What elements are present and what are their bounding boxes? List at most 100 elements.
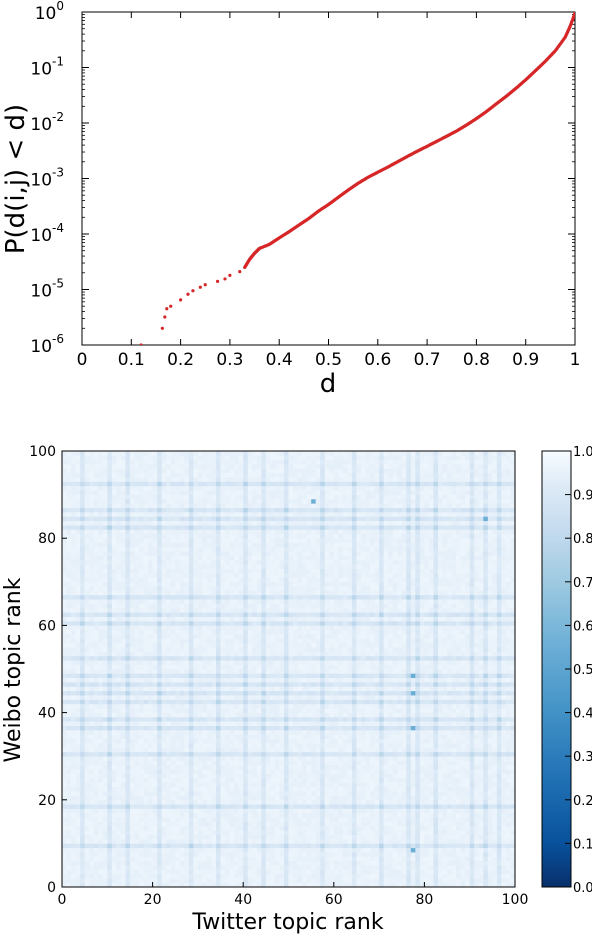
heatmap-cell xyxy=(62,812,67,818)
heatmap-cell xyxy=(415,716,421,722)
heatmap-cell xyxy=(360,782,366,788)
heatmap-cell xyxy=(184,834,190,840)
heatmap-cell xyxy=(252,795,258,801)
heatmap-cell xyxy=(193,734,199,740)
heatmap-cell xyxy=(483,865,489,870)
heatmap-cell xyxy=(324,773,330,779)
heatmap-cell xyxy=(338,773,344,779)
heatmap-cell xyxy=(193,847,199,853)
heatmap-cell xyxy=(179,795,185,801)
heatmap-cell xyxy=(415,804,421,809)
heatmap-cell xyxy=(66,730,72,735)
heatmap-cell xyxy=(492,743,498,748)
heatmap-cell xyxy=(98,873,104,879)
heatmap-cell xyxy=(487,839,493,844)
heatmap-cell xyxy=(270,830,276,835)
heatmap-cell xyxy=(492,860,498,866)
heatmap-cell xyxy=(66,825,72,831)
heatmap-cell xyxy=(347,839,353,844)
heatmap-cell xyxy=(252,699,258,705)
heatmap-cell xyxy=(157,873,162,879)
heatmap-cell xyxy=(297,782,303,788)
heatmap-cell xyxy=(175,834,181,840)
heatmap-cell xyxy=(188,721,194,726)
heatmap-cell xyxy=(75,734,81,740)
heatmap-cell xyxy=(111,773,117,779)
heatmap-cell xyxy=(225,830,230,835)
heatmap-cell xyxy=(84,721,90,726)
heatmap-cell xyxy=(229,773,235,779)
heatmap-cell xyxy=(510,839,516,844)
heatmap-cell xyxy=(66,786,72,792)
heatmap-cell xyxy=(483,716,489,722)
heatmap-cell xyxy=(93,716,99,722)
heatmap-cell xyxy=(478,795,484,801)
heatmap-cell xyxy=(365,712,371,718)
heatmap-cell xyxy=(510,834,516,840)
heatmap-cell xyxy=(410,695,416,700)
heatmap-cell xyxy=(360,730,366,735)
heatmap-cell xyxy=(347,852,353,857)
heatmap-cell xyxy=(356,795,362,801)
heatmap-cell xyxy=(143,725,149,731)
heatmap-cell xyxy=(315,756,321,761)
heatmap-cell xyxy=(243,751,249,757)
heatmap-cell xyxy=(460,830,466,835)
heatmap-cell xyxy=(397,799,403,805)
cdf-chart: 0 0.1 0.2 0.3 0.4 0.5 0.6 0.7 0.8 0.9 1 10-610-510… xyxy=(1,0,580,399)
heatmap-cell xyxy=(170,760,176,766)
heatmap-cell xyxy=(510,830,516,835)
heatmap-cell xyxy=(347,734,353,740)
heatmap-cell xyxy=(324,804,330,809)
heatmap-cell xyxy=(75,695,81,700)
heatmap-cell xyxy=(238,695,244,700)
heatmap-cell xyxy=(483,878,489,883)
heatmap-cell xyxy=(66,869,72,875)
heatmap-cell xyxy=(315,725,321,731)
heatmap-cell xyxy=(297,716,303,722)
heatmap-cell xyxy=(157,852,162,857)
heatmap-cell xyxy=(252,847,258,853)
heatmap-cell xyxy=(261,834,267,840)
heatmap-cell xyxy=(410,847,416,853)
heatmap-cell xyxy=(238,760,244,766)
heatmap-cell xyxy=(456,786,461,792)
heatmap-cell xyxy=(428,869,434,875)
heatmap-cell xyxy=(229,812,235,818)
heatmap-cell xyxy=(93,769,99,774)
heatmap-cell xyxy=(324,699,330,705)
heatmap-cell xyxy=(356,882,362,888)
heatmap-cell xyxy=(465,856,470,862)
heatmap-cell xyxy=(419,760,425,766)
heatmap-cell xyxy=(410,865,416,870)
heatmap-cell xyxy=(229,865,235,870)
heatmap-cell xyxy=(419,730,425,735)
heatmap-cell xyxy=(188,830,194,835)
heatmap-cell xyxy=(324,712,330,718)
heatmap-cell xyxy=(247,712,253,718)
heatmap-cell xyxy=(487,756,493,761)
heatmap-cell xyxy=(347,812,353,818)
heatmap-cell xyxy=(333,708,339,713)
heatmap-cell xyxy=(419,769,425,774)
heatmap-cell xyxy=(225,825,230,831)
heatmap-cell xyxy=(370,703,375,709)
heatmap-cell xyxy=(492,799,498,805)
heatmap-cell xyxy=(98,786,104,792)
heatmap-cell xyxy=(252,743,258,748)
heatmap-cell xyxy=(134,865,140,870)
heatmap-cell xyxy=(184,721,190,726)
heatmap-cell xyxy=(229,799,235,805)
heatmap-cell xyxy=(184,865,190,870)
heatmap-cell xyxy=(175,786,181,792)
heatmap-cell xyxy=(505,808,511,814)
heatmap-cell xyxy=(129,782,135,788)
heatmap-cell xyxy=(66,852,72,857)
heatmap-cell xyxy=(428,860,434,866)
heatmap-cell xyxy=(460,773,466,779)
heatmap-cell xyxy=(247,747,253,753)
heatmap-cell xyxy=(229,778,235,783)
heatmap-cell xyxy=(333,839,339,844)
heatmap-cell xyxy=(243,825,249,831)
heatmap-cell xyxy=(170,695,176,700)
